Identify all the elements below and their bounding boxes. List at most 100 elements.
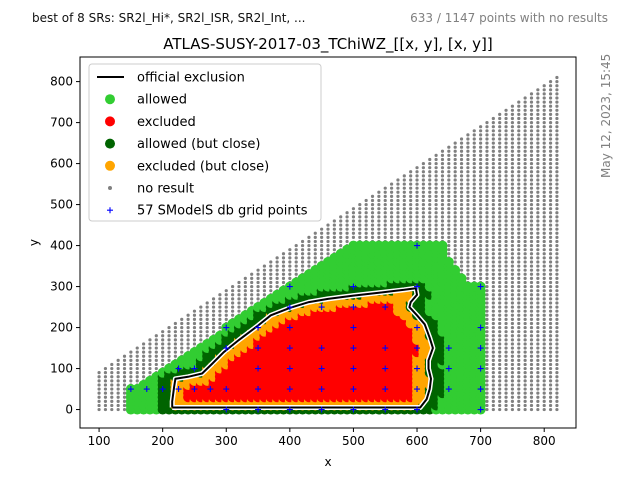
- no-result-point: [548, 379, 553, 383]
- no-result-point: [218, 313, 222, 317]
- result-point-excluded: [316, 351, 327, 362]
- result-point-excluded-close: [399, 293, 410, 304]
- no-result-point: [472, 190, 476, 194]
- result-point-allowed-close: [431, 318, 442, 329]
- no-result-point: [491, 309, 495, 313]
- no-result-point: [504, 178, 508, 182]
- no-result-point: [555, 305, 559, 309]
- result-point-allowed: [437, 265, 448, 276]
- no-result-point: [428, 231, 432, 235]
- no-result-point: [548, 157, 553, 162]
- no-result-point: [498, 317, 502, 321]
- result-point-allowed-close: [348, 285, 359, 296]
- no-result-point: [542, 301, 546, 305]
- no-result-point: [453, 256, 457, 260]
- no-result-point: [517, 153, 521, 157]
- no-result-point: [510, 330, 515, 334]
- result-point-excluded: [335, 334, 346, 345]
- result-point-excluded: [297, 363, 308, 374]
- result-point-excluded: [284, 375, 295, 386]
- no-result-point: [498, 227, 502, 231]
- no-result-point: [485, 264, 489, 268]
- result-point-allowed: [310, 269, 321, 280]
- result-point-excluded: [348, 310, 359, 321]
- result-point-excluded: [233, 384, 244, 395]
- no-result-point: [504, 215, 508, 219]
- no-result-point: [459, 227, 464, 231]
- no-result-point: [466, 219, 470, 223]
- no-result-point: [542, 371, 546, 375]
- no-result-point: [498, 231, 502, 235]
- result-point-excluded: [342, 392, 353, 403]
- no-result-point: [529, 256, 534, 260]
- result-point-allowed: [227, 322, 238, 333]
- no-result-point: [447, 145, 451, 149]
- result-point-excluded-close: [303, 396, 314, 407]
- no-result-point: [237, 284, 241, 289]
- no-result-point: [504, 293, 508, 297]
- result-point-excluded: [399, 338, 410, 349]
- result-point-allowed: [462, 310, 473, 321]
- result-point-allowed-close: [431, 400, 442, 411]
- result-point-allowed-close: [195, 359, 206, 370]
- result-point-excluded: [361, 359, 372, 370]
- result-point-allowed-close: [424, 355, 435, 366]
- result-point-allowed-close: [431, 326, 442, 337]
- no-result-point: [548, 116, 553, 121]
- result-point-excluded: [354, 338, 365, 349]
- no-result-point: [472, 231, 476, 235]
- no-result-point: [116, 391, 120, 395]
- no-result-point: [173, 330, 177, 334]
- result-point-allowed: [450, 302, 461, 313]
- no-result-point: [510, 354, 515, 358]
- result-point-allowed: [462, 355, 473, 366]
- result-point-allowed: [303, 277, 314, 288]
- result-point-excluded: [316, 334, 327, 345]
- no-result-point: [536, 280, 540, 285]
- result-point-allowed-close: [412, 297, 423, 308]
- result-point-excluded-close: [183, 379, 194, 390]
- no-result-point: [523, 170, 527, 174]
- result-point-excluded: [329, 338, 340, 349]
- no-result-point: [491, 207, 495, 211]
- result-point-excluded: [240, 371, 251, 382]
- no-result-point: [548, 383, 553, 387]
- no-result-point: [529, 321, 534, 326]
- no-result-point: [555, 223, 559, 227]
- result-point-excluded: [291, 388, 302, 399]
- no-result-point: [466, 239, 470, 244]
- result-point-allowed: [310, 265, 321, 276]
- result-point-excluded: [259, 347, 270, 358]
- result-point-allowed: [437, 297, 448, 308]
- result-point-excluded: [380, 306, 391, 317]
- result-point-excluded-close: [272, 400, 283, 411]
- no-result-point: [396, 235, 400, 239]
- no-result-point: [529, 260, 534, 264]
- result-point-allowed: [392, 240, 403, 251]
- no-result-point: [250, 305, 254, 309]
- no-result-point: [116, 399, 120, 403]
- result-point-excluded-close: [361, 289, 372, 300]
- no-result-point: [548, 268, 553, 272]
- no-result-point: [192, 321, 197, 326]
- no-result-point: [192, 342, 197, 346]
- no-result-point: [440, 186, 445, 190]
- no-result-point: [409, 198, 413, 203]
- result-point-allowed-close: [316, 285, 327, 296]
- no-result-point: [555, 170, 559, 174]
- result-point-excluded-close: [342, 293, 353, 304]
- no-result-point: [459, 231, 464, 235]
- no-result-point: [116, 395, 120, 399]
- no-result-point: [504, 264, 508, 268]
- no-result-point: [320, 248, 324, 252]
- result-point-excluded-close: [342, 400, 353, 411]
- result-point-allowed: [443, 285, 454, 296]
- no-result-point: [504, 354, 508, 358]
- no-result-point: [479, 223, 483, 227]
- result-point-excluded: [329, 363, 340, 374]
- result-point-allowed: [399, 256, 410, 267]
- no-result-point: [351, 215, 356, 219]
- no-result-point: [256, 268, 260, 272]
- no-result-point: [485, 325, 489, 330]
- result-point-excluded: [233, 371, 244, 382]
